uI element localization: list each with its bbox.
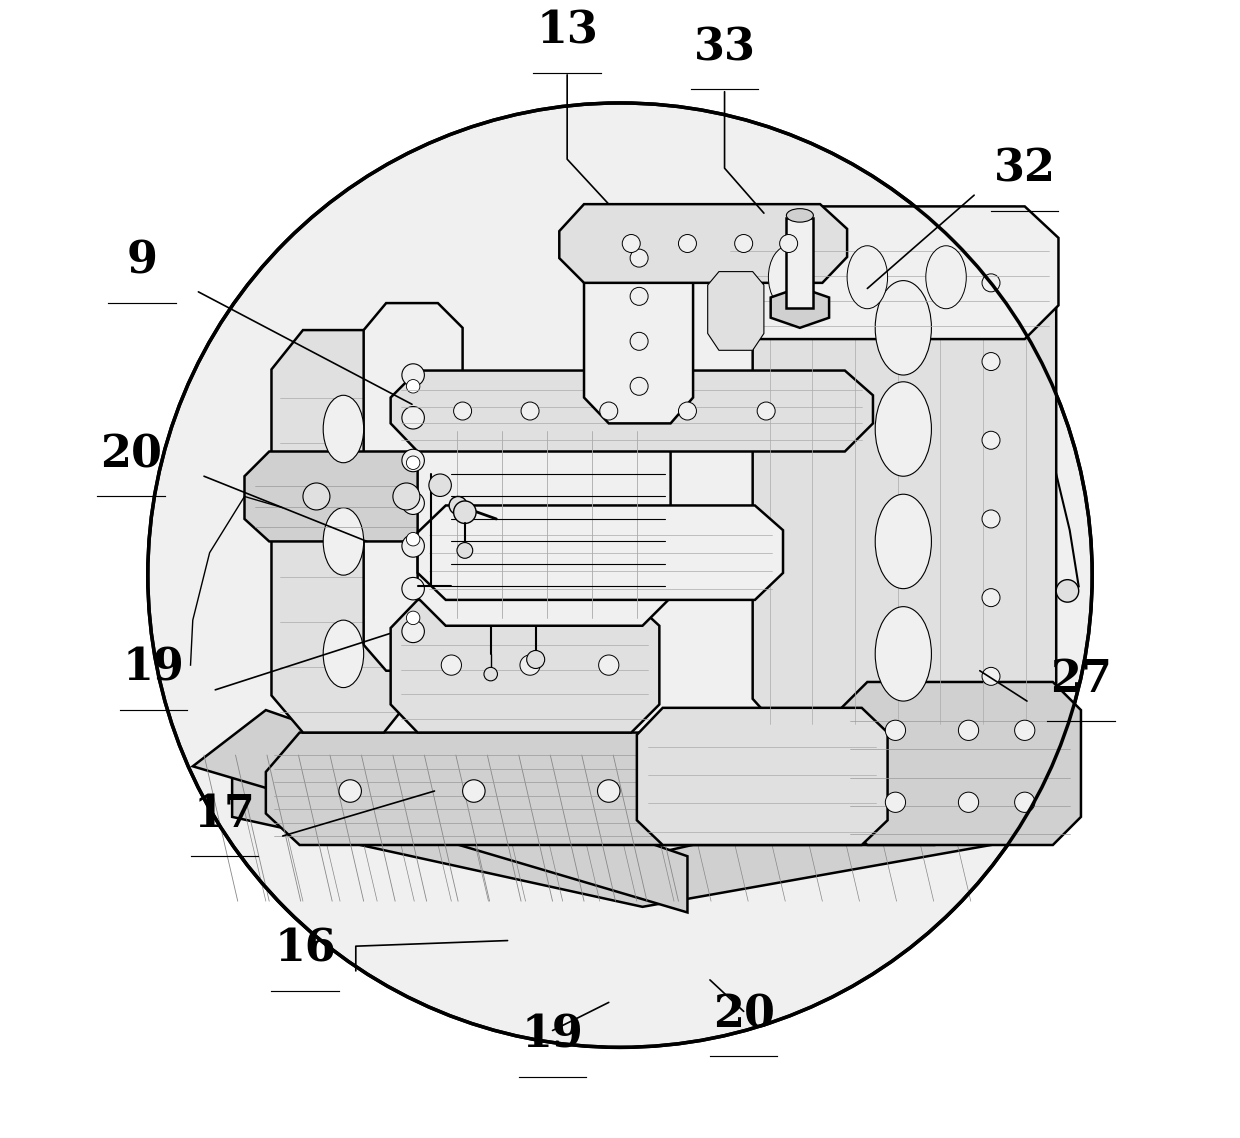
Bar: [786, 217, 813, 307]
Circle shape: [407, 611, 420, 625]
Circle shape: [521, 402, 539, 420]
Circle shape: [458, 543, 472, 559]
Circle shape: [454, 501, 476, 523]
Text: 19: 19: [522, 1013, 583, 1056]
Polygon shape: [391, 371, 873, 452]
Ellipse shape: [324, 508, 363, 575]
Text: 20: 20: [713, 993, 775, 1036]
Circle shape: [959, 792, 978, 813]
Circle shape: [622, 234, 640, 253]
Circle shape: [678, 234, 697, 253]
Circle shape: [959, 720, 978, 741]
Circle shape: [407, 380, 420, 393]
Circle shape: [148, 102, 1092, 1047]
Polygon shape: [391, 600, 660, 733]
Polygon shape: [265, 733, 968, 846]
Circle shape: [402, 535, 424, 558]
Polygon shape: [771, 288, 830, 328]
Text: 27: 27: [1050, 658, 1112, 701]
Circle shape: [454, 402, 471, 420]
Circle shape: [441, 655, 461, 675]
Circle shape: [303, 483, 330, 510]
Circle shape: [630, 249, 649, 267]
Text: 16: 16: [274, 927, 336, 971]
Polygon shape: [719, 206, 1059, 339]
Ellipse shape: [875, 494, 931, 588]
Polygon shape: [418, 423, 671, 626]
Circle shape: [885, 720, 905, 741]
Circle shape: [407, 533, 420, 546]
Circle shape: [630, 378, 649, 395]
Circle shape: [1014, 720, 1035, 741]
Text: 20: 20: [100, 434, 162, 476]
Circle shape: [599, 655, 619, 675]
Ellipse shape: [324, 395, 363, 463]
Circle shape: [402, 364, 424, 386]
Circle shape: [734, 234, 753, 253]
Ellipse shape: [786, 208, 813, 222]
Circle shape: [982, 588, 999, 607]
Circle shape: [407, 456, 420, 470]
Circle shape: [1014, 792, 1035, 813]
Circle shape: [885, 792, 905, 813]
Circle shape: [678, 402, 697, 420]
Circle shape: [402, 492, 424, 514]
Circle shape: [402, 620, 424, 643]
Ellipse shape: [324, 620, 363, 687]
Polygon shape: [192, 710, 687, 913]
Text: 13: 13: [536, 9, 598, 52]
Circle shape: [463, 780, 485, 802]
Polygon shape: [244, 452, 498, 542]
Ellipse shape: [769, 246, 808, 308]
Polygon shape: [418, 505, 782, 600]
Polygon shape: [232, 754, 991, 907]
Text: 19: 19: [123, 646, 185, 690]
Ellipse shape: [875, 381, 931, 476]
Circle shape: [844, 780, 867, 802]
Polygon shape: [637, 708, 888, 846]
Circle shape: [449, 496, 467, 514]
Circle shape: [527, 651, 544, 668]
Ellipse shape: [926, 246, 966, 308]
Polygon shape: [559, 204, 847, 283]
Ellipse shape: [875, 607, 931, 701]
Polygon shape: [753, 251, 1056, 733]
Circle shape: [630, 332, 649, 351]
Polygon shape: [363, 303, 463, 670]
Circle shape: [1056, 579, 1079, 602]
Circle shape: [982, 667, 999, 685]
Text: 9: 9: [126, 240, 157, 283]
Circle shape: [484, 667, 497, 681]
Circle shape: [402, 406, 424, 429]
Text: 32: 32: [993, 148, 1055, 191]
Circle shape: [429, 475, 451, 496]
Circle shape: [520, 655, 541, 675]
Text: 17: 17: [193, 793, 255, 836]
Circle shape: [598, 780, 620, 802]
Circle shape: [402, 577, 424, 600]
Circle shape: [630, 288, 649, 305]
Circle shape: [982, 274, 999, 291]
Polygon shape: [584, 240, 693, 423]
Text: 33: 33: [693, 26, 755, 69]
Circle shape: [982, 510, 999, 528]
Circle shape: [402, 450, 424, 472]
Circle shape: [780, 234, 797, 253]
Polygon shape: [839, 682, 1081, 846]
Circle shape: [722, 780, 744, 802]
Polygon shape: [708, 272, 764, 351]
Circle shape: [982, 353, 999, 371]
Circle shape: [393, 483, 420, 510]
Circle shape: [339, 780, 361, 802]
Circle shape: [600, 402, 618, 420]
Circle shape: [758, 402, 775, 420]
Polygon shape: [272, 330, 415, 733]
Circle shape: [982, 431, 999, 450]
Ellipse shape: [847, 246, 888, 308]
Ellipse shape: [875, 281, 931, 376]
